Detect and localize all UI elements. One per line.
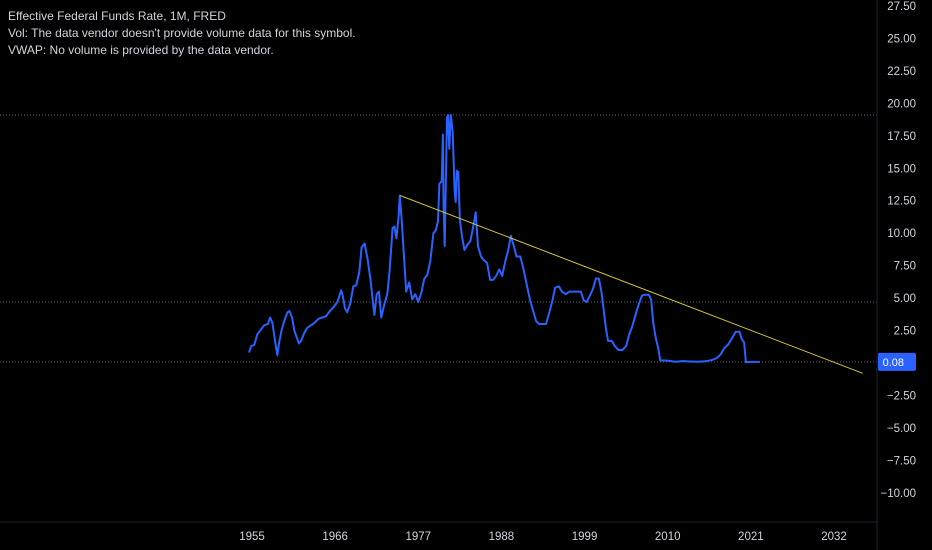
y-tick-label: −10.00 bbox=[881, 488, 917, 500]
x-tick-label: 1955 bbox=[239, 531, 265, 543]
x-tick-label: 1999 bbox=[572, 531, 598, 543]
chart-legend: Effective Federal Funds Rate, 1M, FRED V… bbox=[8, 8, 356, 59]
x-tick-label: 1988 bbox=[489, 531, 515, 543]
y-tick-label: −5.00 bbox=[887, 423, 916, 435]
x-tick-label: 2032 bbox=[821, 531, 847, 543]
y-tick-label: 17.50 bbox=[887, 131, 916, 143]
y-tick-label: 22.50 bbox=[887, 66, 916, 78]
y-tick-label: 27.50 bbox=[887, 1, 916, 13]
last-value-badge: 0.08 bbox=[878, 352, 916, 371]
price-axis[interactable]: 27.50 25.00 22.50 20.00 17.50 15.00 12.50 10.00… bbox=[881, 1, 917, 500]
x-tick-label: 1977 bbox=[405, 531, 431, 543]
y-tick-label: 20.00 bbox=[887, 98, 916, 110]
y-tick-label: −7.50 bbox=[887, 455, 916, 467]
x-tick-label: 2010 bbox=[655, 531, 681, 543]
vwap-note: VWAP: No volume is provided by the data … bbox=[8, 43, 274, 57]
symbol-title[interactable]: Effective Federal Funds Rate, 1M, FRED bbox=[8, 9, 226, 23]
y-tick-label: 2.50 bbox=[894, 326, 916, 338]
last-value-label: 0.08 bbox=[883, 357, 904, 369]
y-tick-label: −2.50 bbox=[887, 390, 916, 402]
trend-line[interactable] bbox=[399, 195, 863, 374]
time-axis[interactable]: 1955 1966 1977 1988 1999 2010 2021 2032 bbox=[239, 531, 847, 543]
last-value-badge-bg bbox=[878, 352, 916, 371]
y-tick-label: 10.00 bbox=[887, 228, 916, 240]
x-tick-label: 1966 bbox=[322, 531, 348, 543]
volume-note: Vol: The data vendor doesn't provide vol… bbox=[8, 26, 356, 40]
horizontal-levels bbox=[0, 114, 877, 363]
y-tick-label: 5.00 bbox=[894, 293, 916, 305]
y-tick-label: 12.50 bbox=[887, 196, 916, 208]
rate-series-line[interactable] bbox=[248, 114, 760, 364]
y-tick-label: 7.50 bbox=[894, 261, 916, 273]
x-tick-label: 2021 bbox=[738, 531, 764, 543]
y-tick-label: 25.00 bbox=[887, 33, 916, 45]
y-tick-label: 15.00 bbox=[887, 163, 916, 175]
